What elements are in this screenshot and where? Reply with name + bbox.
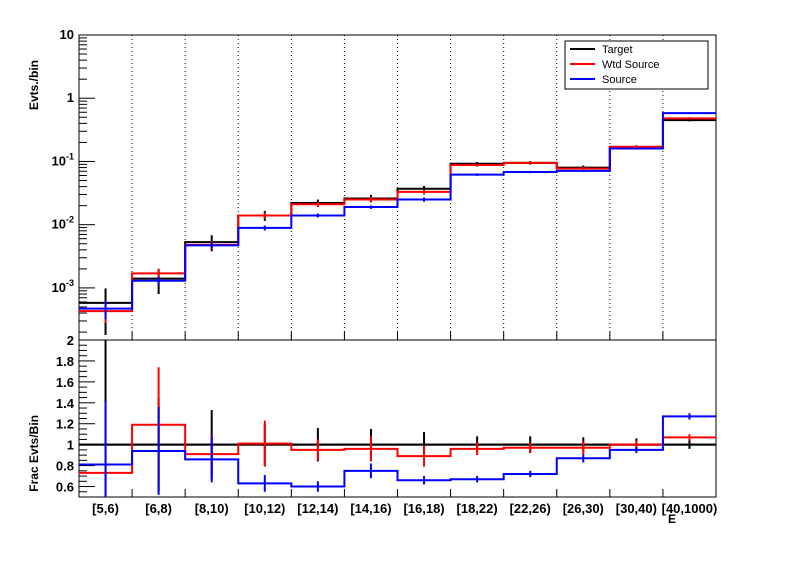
x-tick-label: [12,14) [297,501,338,516]
x-tick-label: [26,30) [563,501,604,516]
legend-label: Source [602,74,637,86]
x-tick-label: [5,6) [92,501,119,516]
bottom-panel: 0.6 0.8 1 1.2 1.4 1.6 1.8 2 Frac Evts/Bin [5,6) [6… [27,333,717,526]
y-tick-label: 10 [60,27,74,42]
x-tick-label: [22,26) [510,501,551,516]
x-tick-label: [40,1000) [662,501,718,516]
series-line [79,423,716,474]
y-tick-label: 1 [67,438,74,453]
y-tick-label: 1.6 [56,375,74,390]
legend: Target Wtd Source Source [564,40,709,90]
y-tick-label: 0.8 [56,459,74,474]
y-tick-label: 10-3 [52,278,74,295]
y-tick-label: 2 [67,333,74,348]
y-tick-label: 1 [67,90,74,105]
x-axis-title: E [668,512,676,526]
series-line [79,112,716,310]
x-tick-label: [6,8) [145,501,172,516]
top-y-axis-title: Evts./bin [27,60,41,110]
y-tick-label: 1.8 [56,354,74,369]
legend-label: Target [602,44,633,56]
y-tick-label: 1.2 [56,417,74,432]
y-tick-label: 10-1 [52,151,74,168]
top-series-source [79,112,716,320]
top-panel: 10-3 10-2 10-1 1 10 Evts./bin [27,27,717,341]
x-tick-label: [10,12) [244,501,285,516]
y-tick-label: 0.6 [56,480,74,495]
bottom-series-source [79,401,716,497]
series-line [79,415,716,488]
y-tick-label: 10-2 [52,215,74,232]
x-tick-label: [8,10) [195,501,229,516]
x-tick-label: [18,22) [457,501,498,516]
x-tick-label: [16,18) [403,501,444,516]
bottom-y-axis-title: Frac Evts/Bin [27,415,41,492]
legend-label: Wtd Source [602,59,659,71]
x-tick-label: [14,16) [350,501,391,516]
y-tick-label: 1.4 [56,396,75,411]
x-tick-label: [30,40) [616,501,657,516]
